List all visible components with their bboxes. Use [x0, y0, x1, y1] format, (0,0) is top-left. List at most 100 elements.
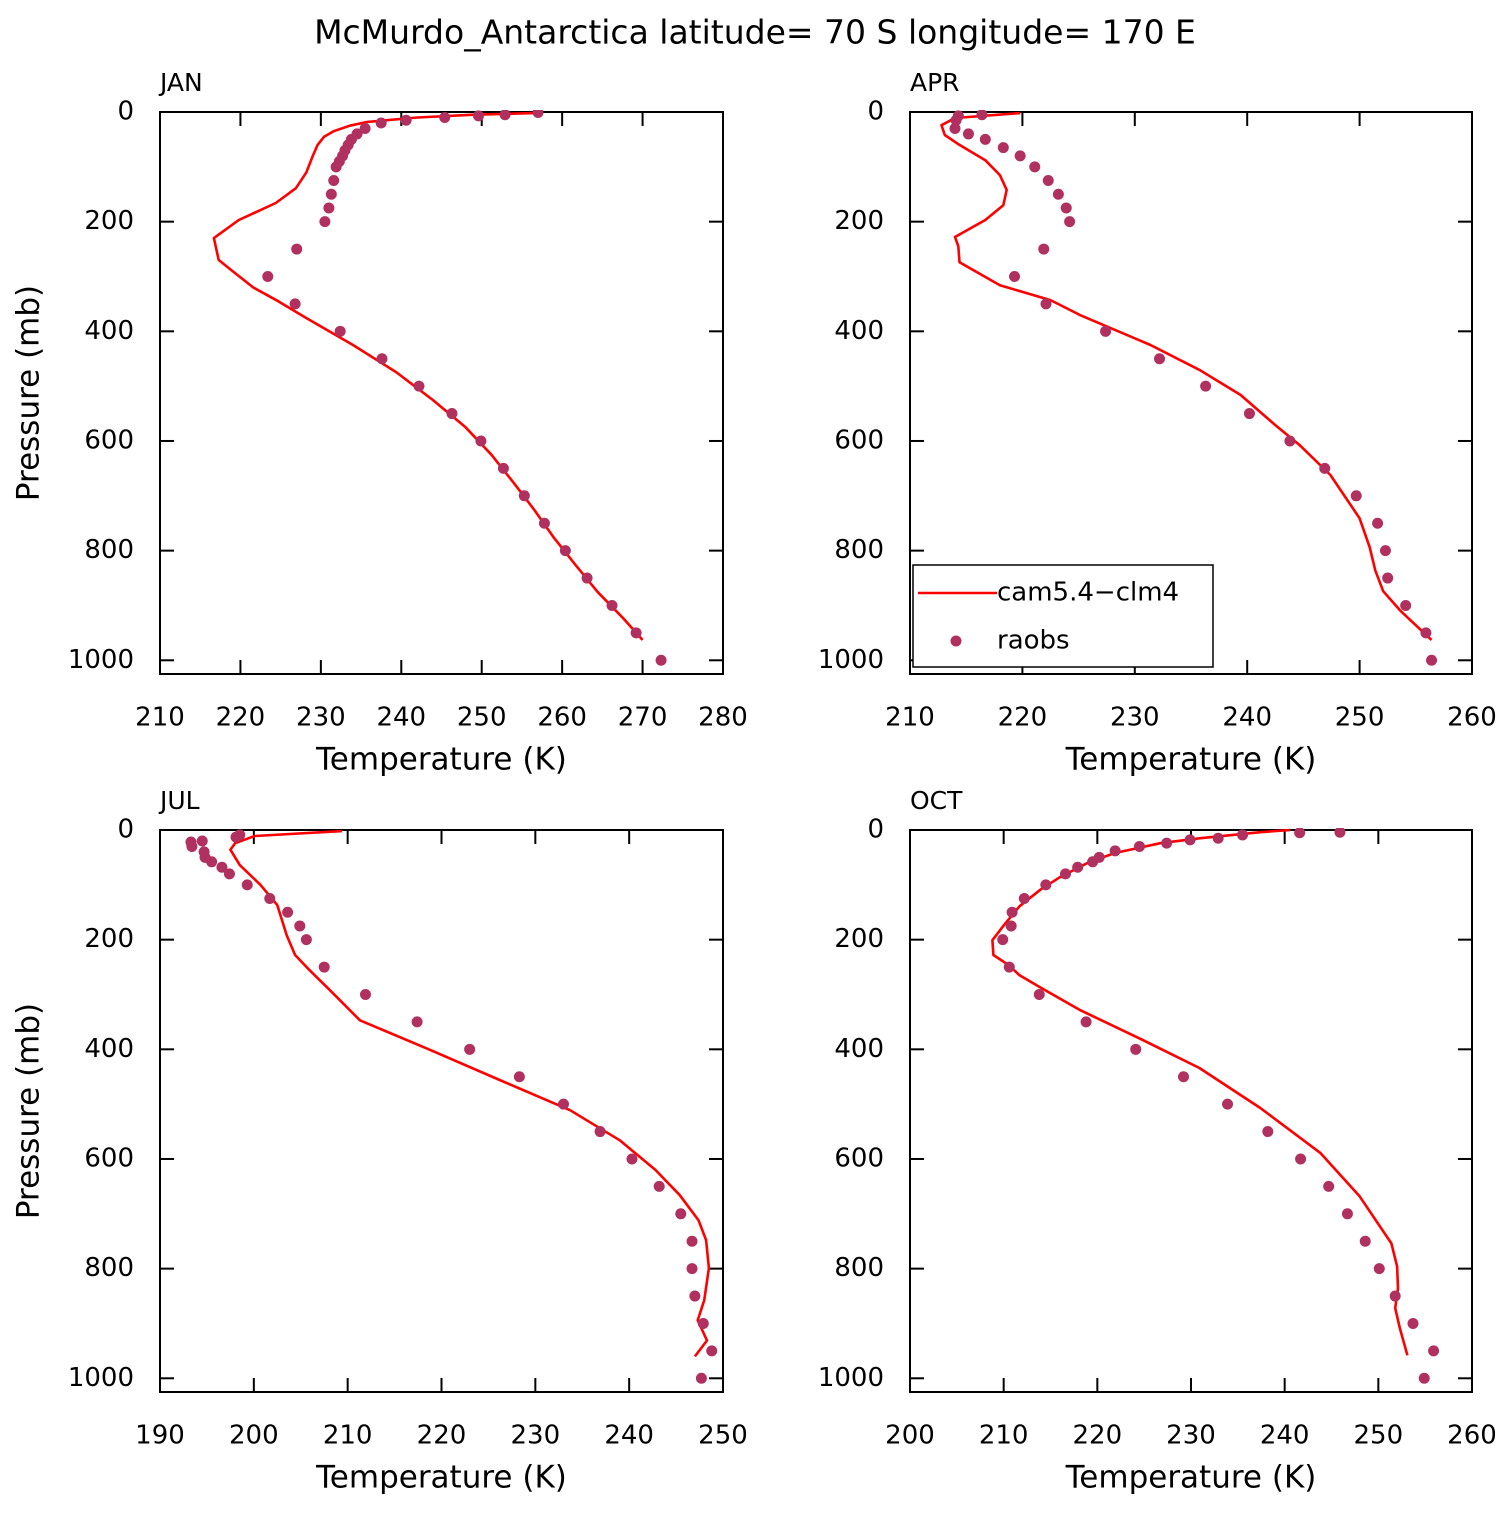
obs-point [196, 835, 208, 847]
obs-point [376, 353, 388, 365]
obs-point [695, 1372, 707, 1384]
legend-swatch [950, 635, 962, 647]
obs-point [1130, 1043, 1142, 1055]
x-tick-label: 210 [135, 703, 185, 733]
y-tick-label: 600 [834, 425, 884, 455]
obs-point [1420, 627, 1432, 639]
obs-point [686, 1235, 698, 1247]
plot-frame [909, 829, 1473, 1393]
obs-point [1262, 1126, 1274, 1138]
y-tick-label: 0 [867, 97, 884, 127]
obs-point [282, 906, 294, 918]
obs-point [581, 572, 593, 584]
obs-point [1341, 1208, 1353, 1220]
obs-point [1038, 243, 1050, 255]
y-tick-label: 0 [867, 815, 884, 845]
obs-point [1100, 325, 1112, 337]
obs-point [952, 110, 964, 122]
obs-point [1109, 845, 1121, 857]
x-tick-label: 210 [323, 1421, 373, 1451]
x-axis-label: Temperature (K) [315, 742, 567, 778]
obs-point [997, 142, 1009, 154]
x-axis-label: Temperature (K) [1065, 1460, 1317, 1496]
obs-point [475, 435, 487, 447]
plot-frame [909, 111, 1473, 675]
x-axis-label: Temperature (K) [315, 1460, 567, 1496]
y-tick-label: 600 [834, 1143, 884, 1173]
obs-point [1093, 851, 1105, 863]
obs-point [411, 1016, 423, 1028]
x-tick-label: 230 [1166, 1421, 1216, 1451]
y-tick-label: 1000 [68, 1363, 134, 1393]
y-tick-label: 800 [84, 535, 134, 565]
obs-point [606, 599, 618, 611]
obs-point [1072, 861, 1084, 873]
chart-title: McMurdo_Antarctica latitude= 70 S longit… [314, 13, 1196, 52]
obs-point [323, 202, 335, 214]
obs-point [979, 133, 991, 145]
x-tick-label: 260 [1447, 1421, 1497, 1451]
obs-point [1334, 828, 1346, 838]
panel-title: APR [910, 68, 960, 97]
plot-area [991, 828, 1440, 1384]
obs-point [264, 893, 276, 905]
obs-point [1178, 1071, 1190, 1083]
obs-point [976, 110, 988, 121]
x-tick-label: 240 [604, 1421, 654, 1451]
obs-point [1080, 1016, 1092, 1028]
obs-point [962, 128, 974, 140]
obs-point [289, 298, 301, 310]
y-axis-label: Pressure (mb) [11, 285, 47, 501]
obs-point [185, 836, 197, 848]
x-tick-label: 210 [885, 703, 935, 733]
x-tick-label: 280 [698, 703, 748, 733]
obs-point [359, 122, 371, 134]
obs-point [464, 1043, 476, 1055]
panel-title: JUL [158, 786, 200, 815]
obs-point [472, 110, 484, 122]
x-tick-label: 250 [1354, 1421, 1404, 1451]
obs-point [653, 1180, 665, 1192]
legend-box [912, 564, 1214, 668]
obs-point [1212, 832, 1224, 844]
obs-point [1389, 1290, 1401, 1302]
obs-point [538, 517, 550, 529]
x-tick-label: 230 [296, 703, 346, 733]
x-axis-label: Temperature (K) [1065, 742, 1317, 778]
obs-point [400, 114, 412, 126]
obs-point [1284, 435, 1296, 447]
panel-title: JAN [158, 68, 203, 97]
obs-point [1222, 1098, 1234, 1110]
panel-title: OCT [910, 786, 963, 815]
x-tick-label: 240 [1222, 703, 1272, 733]
y-tick-label: 400 [84, 1034, 134, 1064]
obs-point [1426, 654, 1438, 666]
obs-point [1319, 462, 1331, 474]
obs-point [294, 920, 306, 932]
y-axis-label: Pressure (mb) [11, 1003, 47, 1219]
obs-point [594, 1126, 606, 1138]
plot-area [185, 829, 718, 1384]
obs-point [1350, 490, 1362, 502]
obs-point [413, 380, 425, 392]
obs-point [532, 110, 544, 119]
y-tick-label: 800 [834, 535, 884, 565]
obs-point [1243, 408, 1255, 420]
x-tick-label: 220 [417, 1421, 467, 1451]
obs-point [1407, 1317, 1419, 1329]
obs-point [518, 490, 530, 502]
obs-point [1154, 353, 1166, 365]
obs-point [262, 270, 274, 282]
obs-point [689, 1290, 701, 1302]
obs-point [318, 961, 330, 973]
y-tick-label: 1000 [68, 645, 134, 675]
profile-line [229, 829, 711, 1358]
obs-point [1379, 545, 1391, 557]
x-tick-label: 220 [1073, 1421, 1123, 1451]
obs-point [359, 988, 371, 1000]
obs-point [1294, 828, 1306, 839]
y-tick-label: 200 [834, 924, 884, 954]
obs-point [675, 1208, 687, 1220]
y-tick-label: 1000 [818, 645, 884, 675]
